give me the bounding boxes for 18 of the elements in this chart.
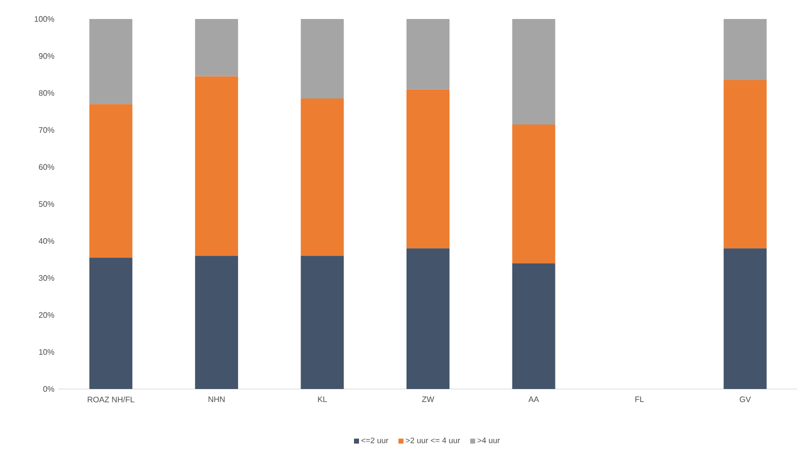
bar [406,89,450,248]
bar [406,248,450,389]
bar [300,256,344,389]
bar [512,124,556,264]
bar [300,18,344,99]
bar [89,18,132,104]
bar [89,104,132,258]
bar [195,18,238,76]
bar [724,80,767,248]
bar [195,76,238,256]
bar [89,258,132,389]
bar [724,248,767,389]
bar [195,256,238,389]
bar [512,18,556,124]
bar [406,18,450,90]
bar [512,263,556,389]
bar [300,98,344,256]
bar [724,18,767,80]
